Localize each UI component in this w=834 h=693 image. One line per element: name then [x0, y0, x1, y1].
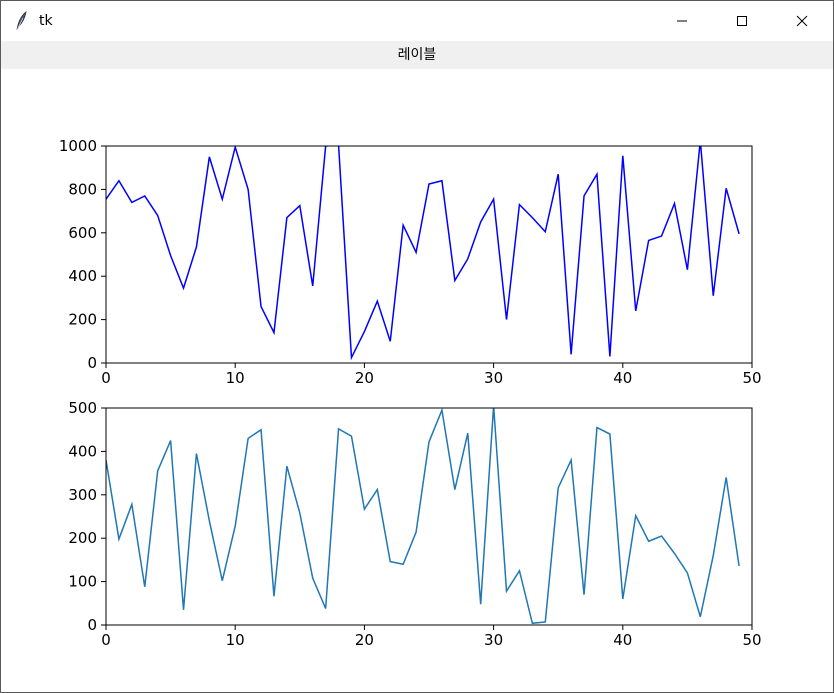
- x-tick-label: 40: [613, 631, 632, 649]
- maximize-icon: [736, 12, 748, 31]
- x-tick-label: 50: [742, 631, 761, 649]
- series-line-2: [106, 408, 740, 625]
- y-tick-label: 400: [68, 442, 97, 460]
- y-tick-label: 600: [68, 224, 97, 242]
- x-tick-label: 0: [101, 631, 111, 649]
- plot-canvas: 0 10 20 30 40 50 0 200 400 600 800 1000 0 10 20 30 40 50 0…: [1, 69, 833, 692]
- x-tick-label: 20: [355, 369, 374, 387]
- close-button[interactable]: [779, 1, 825, 41]
- axes-frame: [105, 407, 753, 626]
- axes-1: 0 10 20 30 40 50 0 200 400 600 800 1000: [59, 137, 762, 387]
- maximize-button[interactable]: [719, 1, 765, 41]
- feather-icon: [14, 11, 28, 31]
- series-line-1: [106, 146, 740, 361]
- minimize-button[interactable]: [659, 1, 705, 41]
- y-tick-label: 200: [68, 311, 97, 329]
- y-tick-label: 200: [68, 529, 97, 547]
- y-tick-label: 300: [68, 486, 97, 504]
- y-tick-label: 100: [68, 573, 97, 591]
- x-tick-label: 10: [226, 631, 245, 649]
- top-label: 레이블: [1, 41, 833, 69]
- y-tick-label: 400: [68, 267, 97, 285]
- x-tick-label: 0: [101, 369, 111, 387]
- y-tick-label: 0: [87, 616, 97, 634]
- minimize-icon: [676, 12, 688, 31]
- x-tick-label: 40: [613, 369, 632, 387]
- x-tick-label: 10: [226, 369, 245, 387]
- title-bar[interactable]: tk: [1, 1, 833, 41]
- x-tick-label: 50: [742, 369, 761, 387]
- x-tick-label: 30: [484, 369, 503, 387]
- y-tick-label: 0: [87, 354, 97, 372]
- y-tick-label: 1000: [59, 137, 97, 155]
- window-title: tk: [39, 13, 53, 29]
- x-tick-label: 20: [355, 631, 374, 649]
- axes-frame: [105, 145, 753, 364]
- x-tick-label: 30: [484, 631, 503, 649]
- y-tick-label: 800: [68, 180, 97, 198]
- close-icon: [796, 12, 808, 31]
- y-tick-label: 500: [68, 399, 97, 417]
